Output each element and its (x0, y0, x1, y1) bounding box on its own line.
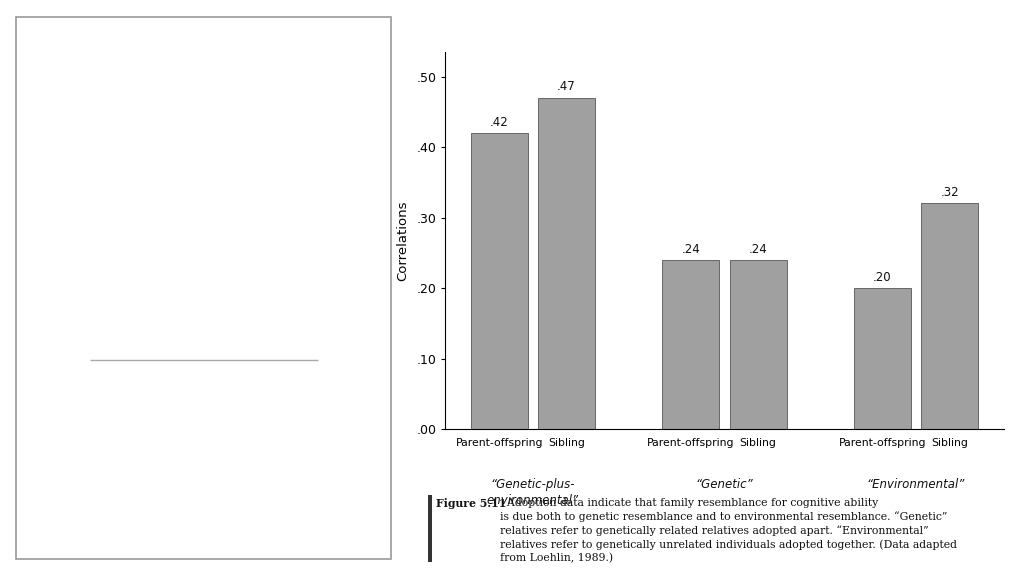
Text: .24: .24 (749, 242, 768, 256)
Text: .20: .20 (873, 271, 892, 284)
Y-axis label: Correlations: Correlations (396, 200, 410, 281)
Bar (471, 133, 527, 429)
Text: “Environmental”: “Environmental” (867, 478, 966, 491)
Text: .47: .47 (557, 81, 575, 93)
Bar (730, 260, 786, 429)
Text: Adoption data indicate that family resemblance for cognitive ability
is due both: Adoption data indicate that family resem… (500, 498, 956, 563)
Bar (922, 203, 978, 429)
Text: Figure 5.11: Figure 5.11 (436, 498, 507, 509)
Text: .42: .42 (489, 116, 509, 128)
Text: Similarity for
cognitive ability
across adoptive
family classes: Similarity for cognitive ability across … (87, 168, 321, 310)
Text: “Genetic-plus-
environmental”: “Genetic-plus- environmental” (486, 478, 579, 507)
Text: “Genetic”: “Genetic” (695, 478, 754, 491)
Text: .32: .32 (940, 186, 959, 199)
Text: .24: .24 (681, 242, 700, 256)
Bar (663, 260, 719, 429)
Bar (854, 288, 911, 429)
Bar (538, 98, 595, 429)
